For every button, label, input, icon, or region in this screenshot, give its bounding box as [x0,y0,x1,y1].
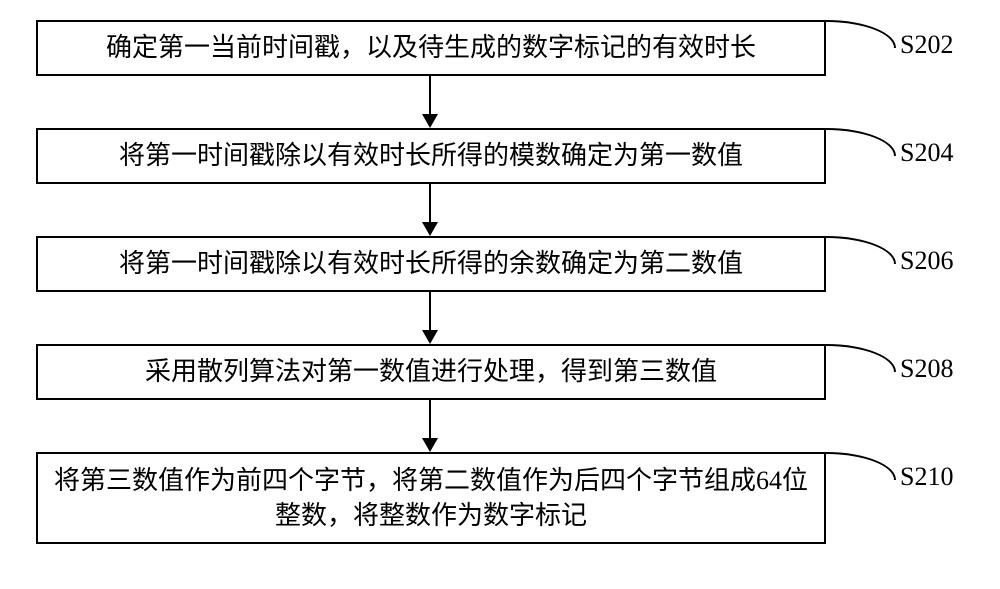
arrow-line-3 [429,292,431,330]
arrow-head-icon [422,438,438,452]
flow-node-text: 将第三数值作为前四个字节，将第二数值作为后四个字节组成64位整数，将整数作为数字… [48,463,814,533]
label-connector-5 [826,452,896,480]
flow-node-4: 采用散列算法对第一数值进行处理，得到第三数值 [36,344,826,400]
arrow-head-icon [422,114,438,128]
flow-node-text: 采用散列算法对第一数值进行处理，得到第三数值 [145,354,717,389]
step-label-5: S210 [900,462,953,492]
flow-node-text: 确定第一当前时间戳，以及待生成的数字标记的有效时长 [106,30,756,65]
arrow-head-icon [422,330,438,344]
flowchart-canvas: 确定第一当前时间戳，以及待生成的数字标记的有效时长 S202 将第一时间戳除以有效时… [0,0,1000,589]
step-label-3: S206 [900,246,953,276]
arrow-line-4 [429,400,431,438]
arrow-line-1 [429,76,431,114]
flow-node-text: 将第一时间戳除以有效时长所得的余数确定为第二数值 [119,246,743,281]
flow-node-text: 将第一时间戳除以有效时长所得的模数确定为第一数值 [119,138,743,173]
label-connector-2 [826,128,896,156]
flow-node-1: 确定第一当前时间戳，以及待生成的数字标记的有效时长 [36,20,826,76]
step-label-1: S202 [900,30,953,60]
label-connector-3 [826,236,896,264]
flow-node-3: 将第一时间戳除以有效时长所得的余数确定为第二数值 [36,236,826,292]
label-connector-1 [826,20,896,48]
step-label-4: S208 [900,354,953,384]
flow-node-5: 将第三数值作为前四个字节，将第二数值作为后四个字节组成64位整数，将整数作为数字… [36,452,826,544]
label-connector-4 [826,344,896,372]
arrow-line-2 [429,184,431,222]
arrow-head-icon [422,222,438,236]
flow-node-2: 将第一时间戳除以有效时长所得的模数确定为第一数值 [36,128,826,184]
step-label-2: S204 [900,138,953,168]
